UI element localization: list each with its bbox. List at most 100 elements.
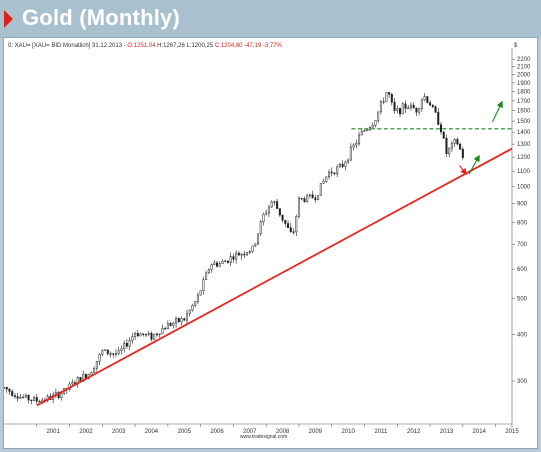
candle-down: [412, 104, 415, 109]
candle-up: [317, 195, 320, 200]
x-tick-label: 2012: [407, 429, 421, 435]
candle-down: [284, 219, 287, 224]
candle-up: [194, 301, 197, 306]
candle-up: [196, 294, 199, 302]
candle-up: [207, 269, 210, 274]
candle-up: [224, 260, 227, 263]
candle-up: [396, 108, 399, 111]
chart-header-high-low: H:1267,26 L:1200,25: [155, 43, 214, 49]
x-tick-label: 2004: [145, 429, 159, 435]
candle-up: [407, 107, 410, 109]
candle-up: [145, 334, 148, 336]
watermark: www.tradesignal.com: [240, 434, 287, 440]
candle-down: [16, 396, 19, 399]
candle-down: [445, 137, 448, 155]
candle-up: [368, 126, 371, 130]
candle-down: [390, 94, 393, 103]
x-tick-label: 2005: [178, 429, 192, 435]
candle-up: [251, 245, 254, 252]
candle-down: [5, 386, 8, 390]
candle-down: [226, 260, 229, 263]
candle-down: [333, 172, 336, 175]
y-tick-label: 700: [517, 242, 528, 248]
candle-up: [256, 233, 260, 245]
candle-down: [437, 112, 440, 125]
candle-up: [273, 201, 276, 203]
candle-down: [415, 107, 418, 113]
x-tick-label: 2003: [112, 429, 126, 435]
y-tick-label: 1600: [517, 109, 531, 115]
chart-panel: 0: XAU= [XAU= BID Monatlich] 31.12.2013 …: [3, 37, 538, 449]
candle-up: [158, 333, 161, 335]
candle-up: [358, 134, 361, 144]
candle-down: [232, 256, 235, 260]
x-axis: 2001 2002 2003 2004 2005 2006 2007 2008 2009 2010…: [4, 423, 519, 435]
x-tick-label: 2007: [243, 429, 257, 435]
candle-up: [355, 143, 358, 146]
y-tick-label: 900: [517, 202, 528, 208]
candle-down: [434, 106, 437, 113]
candle-up: [104, 349, 107, 351]
candle-up: [248, 251, 251, 253]
y-tick-label: 2000: [517, 73, 531, 79]
candle-up: [325, 176, 328, 182]
candle-up: [254, 243, 257, 247]
candle-up: [210, 264, 213, 270]
candle-up: [347, 159, 350, 163]
candle-up: [308, 194, 311, 196]
y-tick-label: 1800: [517, 90, 531, 96]
candle-up: [377, 111, 380, 121]
candle-up: [22, 396, 25, 399]
y-tick-label: 800: [517, 221, 528, 227]
candle-down: [330, 171, 333, 174]
chart-header-open: O:1251,04: [127, 43, 156, 49]
y-tick-label: 1200: [517, 155, 531, 161]
x-tick-label: 2006: [210, 429, 224, 435]
candle-up: [202, 279, 205, 291]
candle-down: [112, 353, 115, 355]
candle-up: [379, 101, 382, 113]
candle-down: [216, 262, 219, 267]
candle-up: [450, 143, 453, 149]
y-tick-label: 2100: [517, 65, 531, 71]
candle-up: [262, 214, 265, 222]
candle-up: [322, 180, 325, 184]
candle-up: [344, 161, 347, 167]
price-chart: 0: XAU= [XAU= BID Monatlich] 31.12.2013 …: [4, 43, 531, 440]
y-tick-label: 500: [517, 297, 528, 303]
candle-up: [123, 342, 126, 350]
candle-up: [295, 216, 298, 233]
candle-down: [125, 342, 128, 347]
candle-up: [19, 396, 22, 399]
x-tick-label: 2011: [374, 429, 388, 435]
candle-up: [229, 256, 232, 263]
candle-down: [311, 194, 314, 199]
candle-up: [360, 130, 363, 136]
candle-down: [109, 353, 112, 355]
candle-up: [374, 120, 377, 126]
x-tick-label: 2009: [309, 429, 323, 435]
support-trendline: [36, 147, 513, 407]
candle-down: [278, 208, 281, 216]
candle-up: [185, 313, 188, 321]
candle-down: [459, 143, 462, 150]
chart-header-instrument: 0: XAU= [XAU= BID Monatlich] 31.12.2013 …: [8, 43, 127, 49]
page-title: Gold (Monthly): [22, 5, 180, 30]
candle-down: [426, 96, 429, 103]
y-tick-label: 1000: [517, 185, 531, 191]
candle-down: [106, 349, 109, 354]
candle-up: [401, 103, 404, 115]
candle-down: [287, 223, 290, 228]
y-tick-label: 600: [517, 267, 528, 273]
candle-up: [453, 139, 456, 144]
candle-down: [314, 197, 317, 200]
candle-down: [456, 139, 459, 145]
candle-down: [237, 252, 240, 256]
candle-down: [164, 328, 167, 330]
candle-down: [461, 148, 464, 158]
candle-down: [150, 333, 153, 340]
x-tick-label: 2013: [440, 429, 454, 435]
candle-up: [418, 108, 421, 113]
candle-up: [172, 322, 175, 326]
y-tick-label: 400: [517, 333, 528, 339]
